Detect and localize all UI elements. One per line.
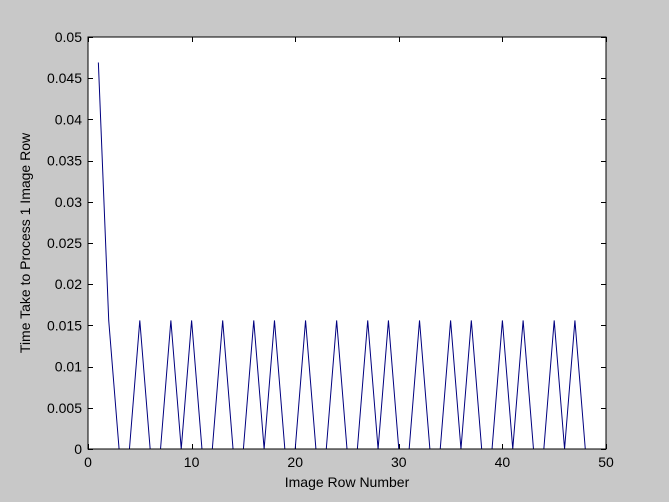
y-tick-label: 0.025 (47, 235, 82, 251)
x-tick-label: 10 (184, 454, 200, 470)
y-tick-label: 0.01 (55, 359, 82, 375)
plot-area (88, 37, 606, 449)
y-tick-label: 0.015 (47, 317, 82, 333)
y-tick-label: 0.04 (55, 111, 82, 127)
x-tick-label: 50 (598, 454, 614, 470)
x-tick-label: 40 (495, 454, 511, 470)
x-axis-label: Image Row Number (285, 474, 410, 490)
x-tick-label: 0 (84, 454, 92, 470)
x-tick-label: 20 (287, 454, 303, 470)
y-tick-label: 0.005 (47, 400, 82, 416)
ticks-layer: 0 10 20 30 40 50 0 0.005 0.01 0.015 0.02 0.025 0.03 0… (47, 29, 614, 470)
y-axis-label: Time Take to Process 1 Image Row (17, 132, 33, 353)
x-tick-label: 30 (391, 454, 407, 470)
y-tick-label: 0 (74, 441, 82, 457)
series-layer (97, 62, 586, 450)
y-tick-label: 0.05 (55, 29, 82, 45)
y-tick-label: 0.035 (47, 153, 82, 169)
series-line (97, 62, 586, 450)
y-tick-label: 0.03 (55, 194, 82, 210)
y-tick-label: 0.045 (47, 70, 82, 86)
plot-border (87, 36, 607, 450)
y-tick-label: 0.02 (55, 276, 82, 292)
